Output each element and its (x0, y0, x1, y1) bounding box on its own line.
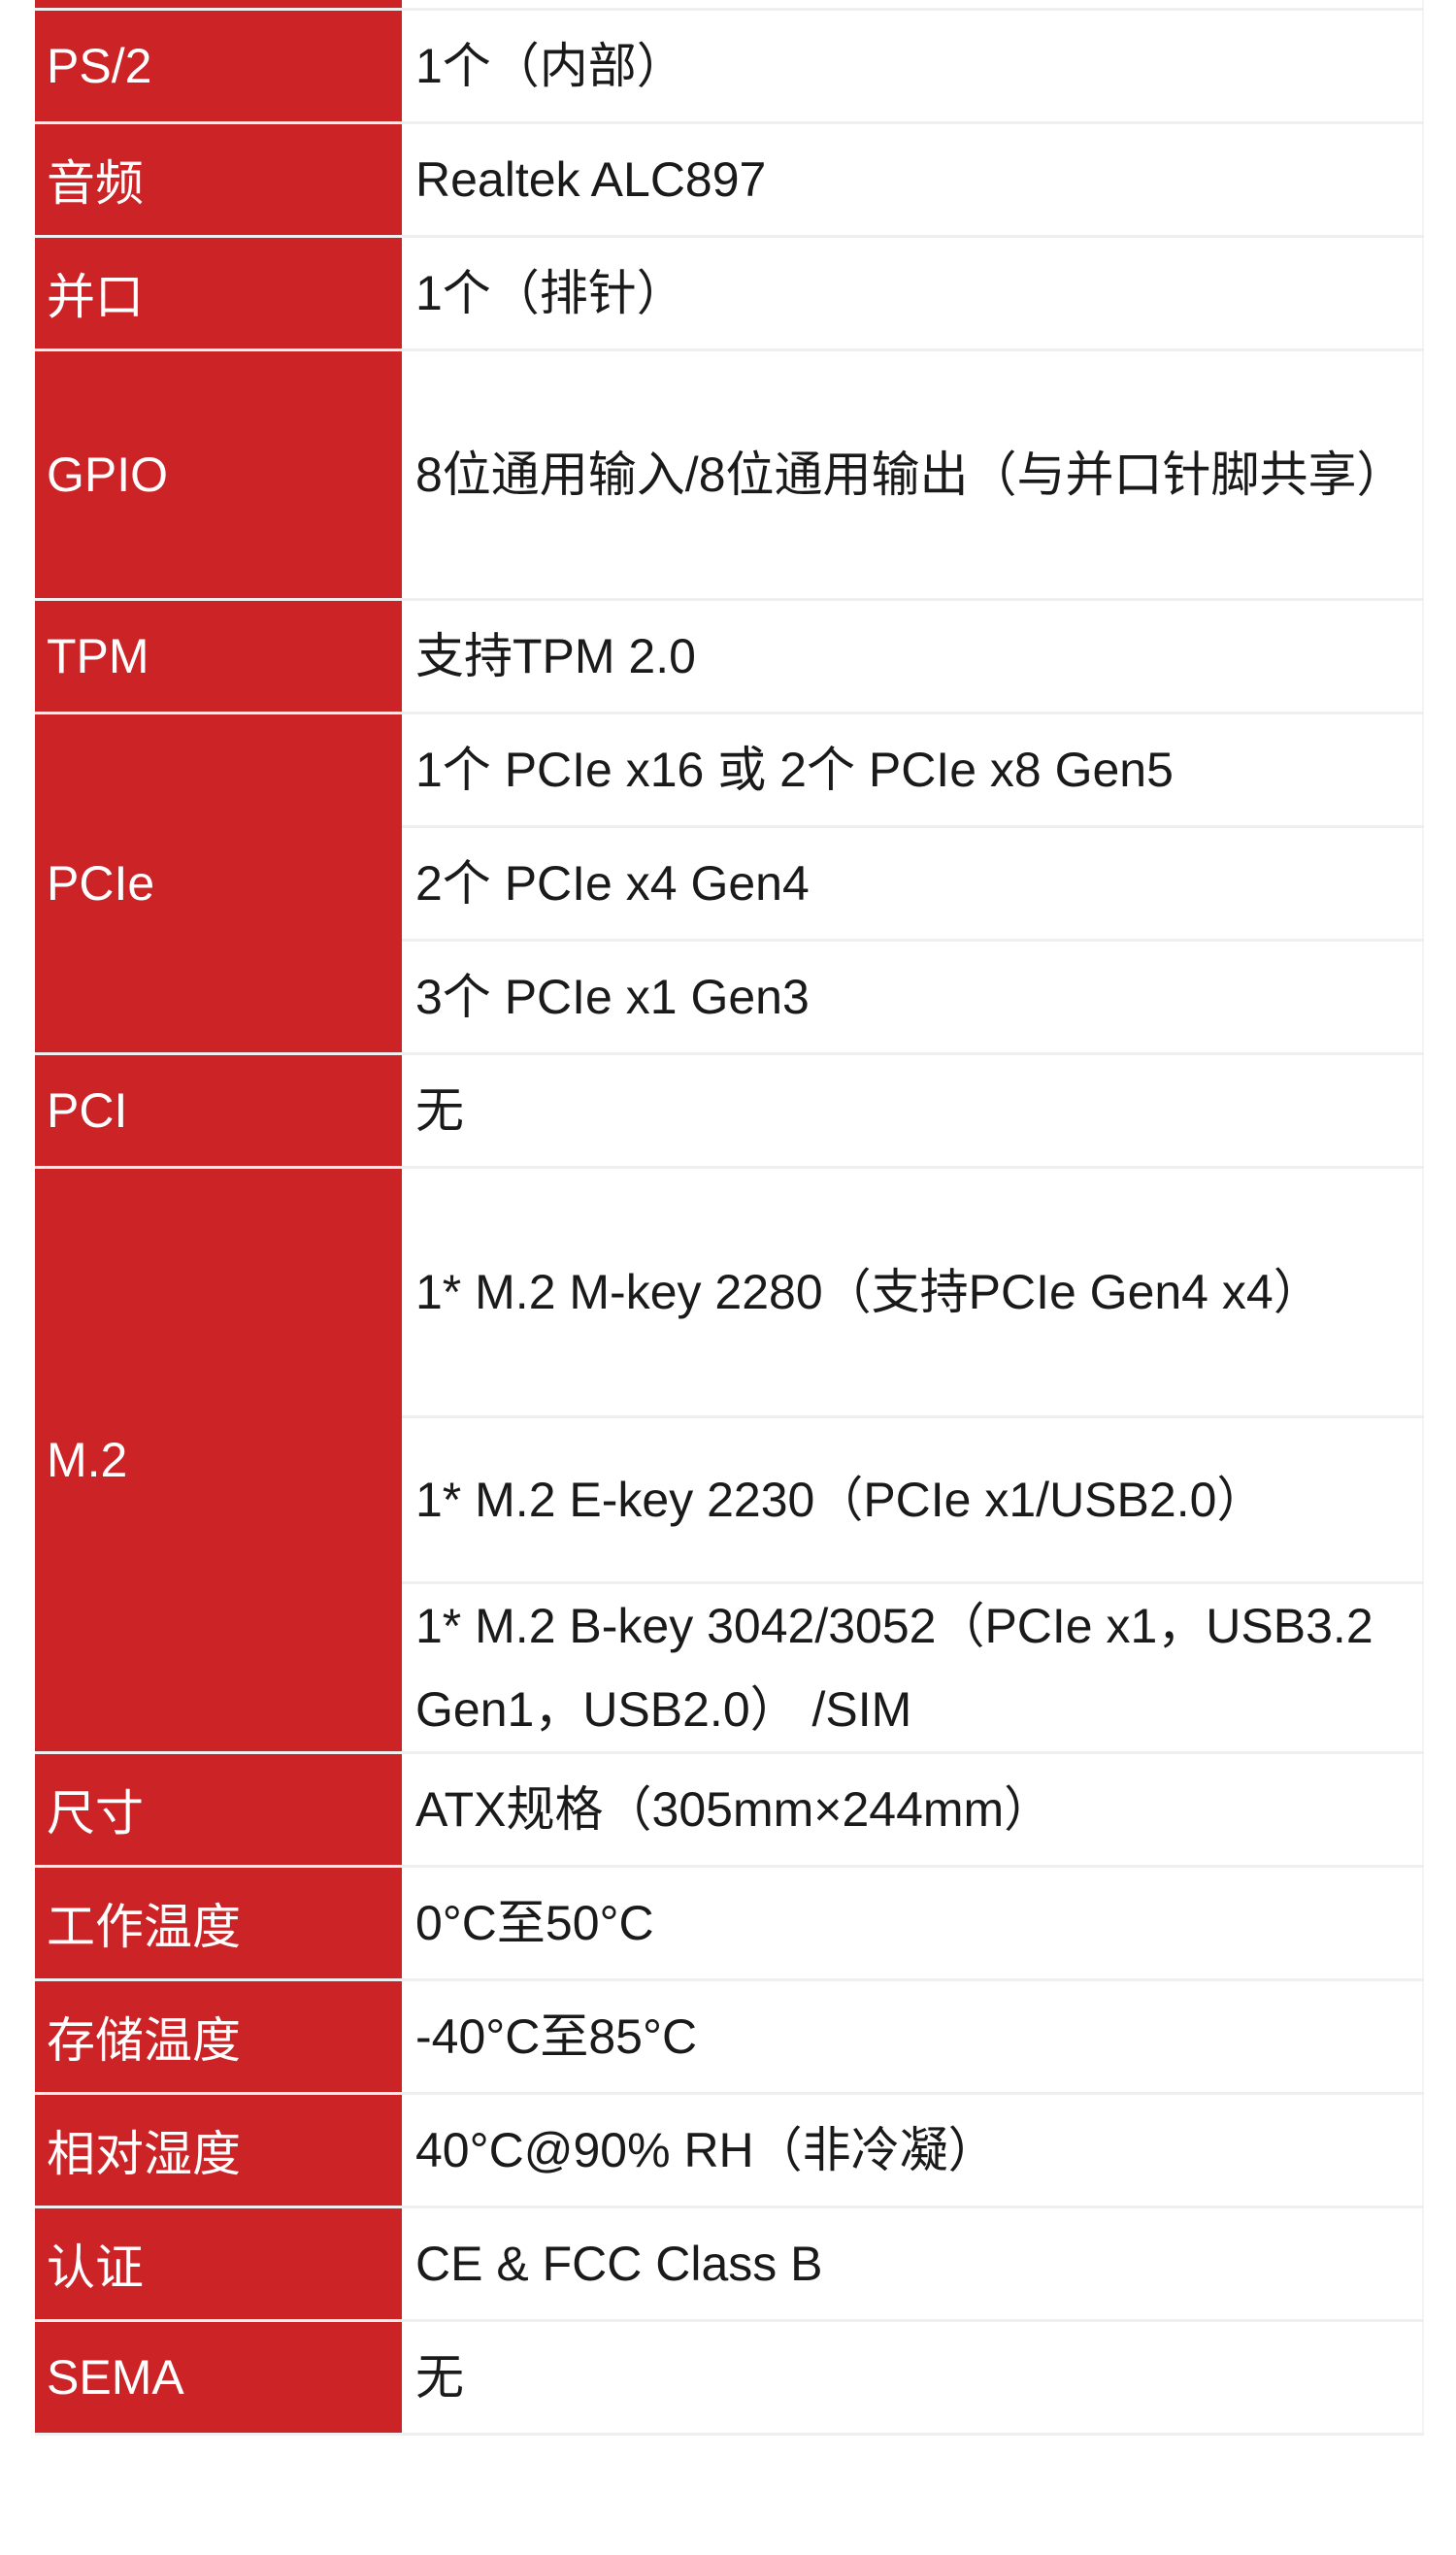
row-value (402, 0, 1424, 11)
row-value: ATX规格（305mm×244mm） (402, 1752, 1424, 1868)
row-value: Realtek ALC897 (402, 122, 1424, 238)
spec-table: PS/2 1个（内部） 音频 Realtek ALC897 并口 1个（排针） GPIO 8位… (35, 0, 1424, 2436)
table-row: 1* M.2 E-key 2230（PCIe x1/USB2.0） (35, 1416, 1424, 1584)
row-label: TPM (35, 599, 402, 714)
table-row: 并口 1个（排针） (35, 236, 1424, 351)
row-label: 存储温度 (35, 1979, 402, 2095)
row-label: 相对湿度 (35, 2093, 402, 2208)
table-row: 工作温度 0°C至50°C (35, 1866, 1424, 1981)
row-value: 8位通用输入/8位通用输出（与并口针脚共享） (402, 349, 1424, 601)
row-label: PCIe (35, 713, 402, 1055)
row-value: -40°C至85°C (402, 1979, 1424, 2095)
row-label (35, 0, 402, 11)
table-row: GPIO 8位通用输入/8位通用输出（与并口针脚共享） (35, 349, 1424, 601)
row-value: 1个（内部） (402, 9, 1424, 124)
row-value: 无 (402, 1053, 1424, 1169)
row-value: 2个 PCIe x4 Gen4 (402, 826, 1424, 942)
row-label: GPIO (35, 349, 402, 601)
table-row: SEMA 无 (35, 2320, 1424, 2436)
row-value: 1* M.2 B-key 3042/3052（PCIe x1，USB3.2 Ge… (402, 1582, 1424, 1754)
table-row: TPM 支持TPM 2.0 (35, 599, 1424, 714)
table-row: 音频 Realtek ALC897 (35, 122, 1424, 238)
table-row: 认证 CE & FCC Class B (35, 2207, 1424, 2322)
table-row: M.2 1* M.2 M-key 2280（支持PCIe Gen4 x4） (35, 1167, 1424, 1754)
row-label: 尺寸 (35, 1752, 402, 1868)
row-value: 1个 PCIe x16 或 2个 PCIe x8 Gen5 (402, 713, 1424, 828)
table-row: 1* M.2 B-key 3042/3052（PCIe x1，USB3.2 Ge… (35, 1582, 1424, 1754)
row-value: 3个 PCIe x1 Gen3 (402, 940, 1424, 1055)
row-value: 无 (402, 2320, 1424, 2436)
table-row: 相对湿度 40°C@90% RH（非冷凝） (35, 2093, 1424, 2208)
table-row-partial (35, 0, 1424, 11)
row-label: 认证 (35, 2207, 402, 2322)
row-value: CE & FCC Class B (402, 2207, 1424, 2322)
table-row: 3个 PCIe x1 Gen3 (35, 940, 1424, 1055)
table-row: PCIe 1个 PCIe x16 或 2个 PCIe x8 Gen5 (35, 713, 1424, 1055)
table-row: PS/2 1个（内部） (35, 9, 1424, 124)
row-label: SEMA (35, 2320, 402, 2436)
row-value: 1* M.2 E-key 2230（PCIe x1/USB2.0） (402, 1416, 1424, 1584)
row-label: 工作温度 (35, 1866, 402, 1981)
row-label: 并口 (35, 236, 402, 351)
row-label: M.2 (35, 1167, 402, 1754)
table-row: 存储温度 -40°C至85°C (35, 1979, 1424, 2095)
row-value: 支持TPM 2.0 (402, 599, 1424, 714)
row-label: PS/2 (35, 9, 402, 124)
table-row: 尺寸 ATX规格（305mm×244mm） (35, 1752, 1424, 1868)
row-value: 40°C@90% RH（非冷凝） (402, 2093, 1424, 2208)
table-row: PCI 无 (35, 1053, 1424, 1169)
row-value: 0°C至50°C (402, 1866, 1424, 1981)
table-row: 2个 PCIe x4 Gen4 (35, 826, 1424, 942)
row-value: 1个（排针） (402, 236, 1424, 351)
row-label: PCI (35, 1053, 402, 1169)
row-value: 1* M.2 M-key 2280（支持PCIe Gen4 x4） (402, 1167, 1424, 1418)
row-label: 音频 (35, 122, 402, 238)
